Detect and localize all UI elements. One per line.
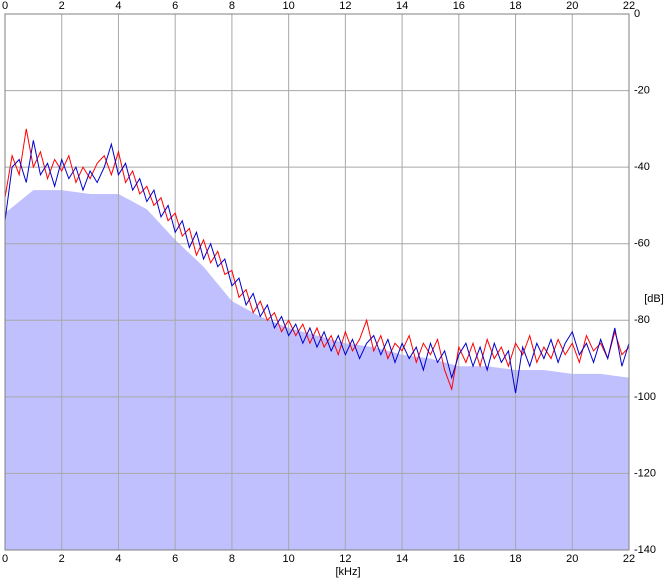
spectrum-line [4,140,630,394]
x-tick-label-top: 14 [396,0,408,12]
x-tick-label-bottom: 6 [172,553,178,565]
x-tick-label-top: 18 [509,0,521,12]
x-tick-label-bottom: 8 [229,553,235,565]
y-tick-label: -40 [634,161,650,173]
x-tick-label-bottom: 12 [339,553,351,565]
x-tick-label-bottom: 10 [283,553,295,565]
x-tick-label-top: 2 [59,0,65,12]
x-tick-label-bottom: 16 [453,553,465,565]
y-tick-label: 0 [634,8,640,20]
x-tick-label-bottom: 22 [623,553,635,565]
x-tick-label-bottom: 20 [566,553,578,565]
x-tick-label-top: 10 [283,0,295,12]
y-tick-label: -120 [634,467,656,479]
y-tick-label: -100 [634,391,656,403]
x-tick-label-top: 16 [453,0,465,12]
x-tick-label-top: 8 [229,0,235,12]
y-tick-label: -60 [634,238,650,250]
x-tick-label-top: 4 [115,0,121,12]
x-tick-label-top: 0 [2,0,8,12]
x-tick-label-top: 6 [172,0,178,12]
y-axis-label: [dB] [644,293,664,305]
y-tick-label: -20 [634,84,650,96]
x-tick-label-top: 22 [623,0,635,12]
x-tick-label-bottom: 0 [2,553,8,565]
y-tick-label: -140 [634,544,656,556]
x-tick-label-bottom: 4 [115,553,121,565]
x-tick-label-top: 20 [566,0,578,12]
x-tick-label-bottom: 14 [396,553,408,565]
x-tick-label-bottom: 2 [59,553,65,565]
x-axis-label: [kHz] [335,566,360,578]
plot-frame [4,13,630,551]
spectrum-line [4,128,630,392]
y-tick-label: -80 [634,314,650,326]
spectrum-area [5,190,629,551]
x-tick-label-top: 12 [339,0,351,12]
x-tick-label-bottom: 18 [509,553,521,565]
